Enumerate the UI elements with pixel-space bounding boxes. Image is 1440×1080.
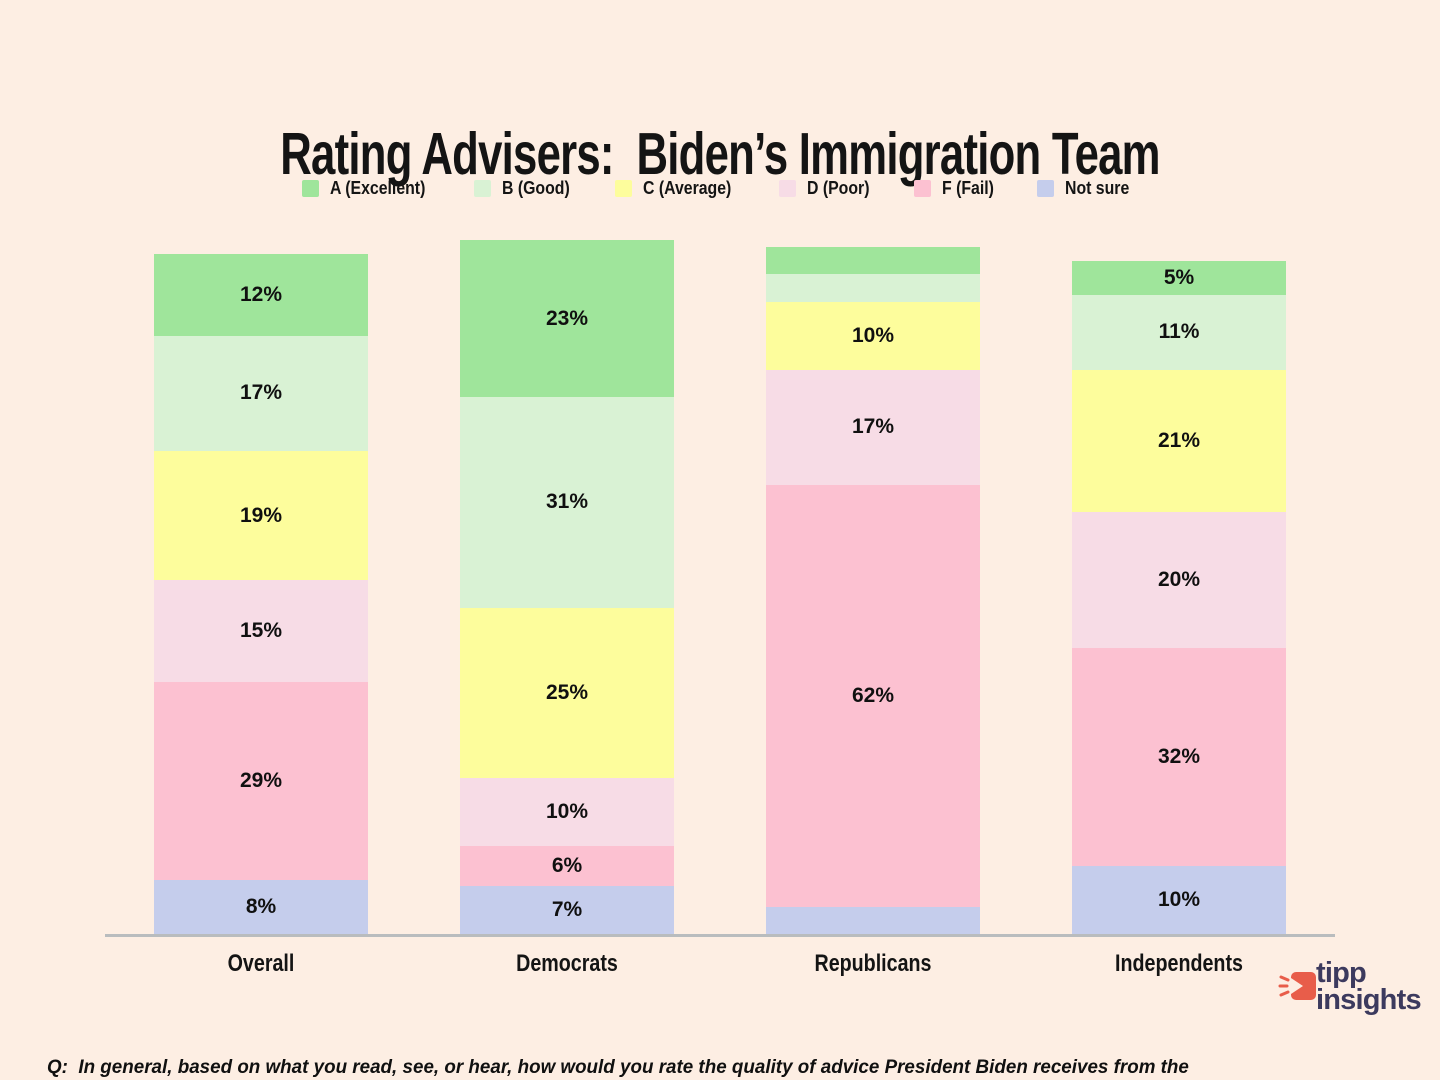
segment-not-sure-democrats: 7%	[460, 886, 674, 934]
segment-f-fail-independents: 32%	[1072, 648, 1286, 866]
segment-value-label: 23%	[545, 306, 589, 330]
segment-value-label: 6%	[551, 853, 583, 877]
footnote: Q: In general, based on what you read, s…	[47, 994, 1224, 1080]
segment-value-label: 17%	[851, 415, 895, 439]
bar-republicans: 10% 17% 62%	[766, 247, 980, 934]
segment-d-poor-independents: 20%	[1072, 512, 1286, 649]
bar-democrats: 23% 31% 25% 10% 6% 7%	[460, 240, 674, 934]
segment-d-poor-democrats: 10%	[460, 777, 674, 846]
segment-b-good-overall: 17%	[154, 335, 368, 452]
segment-not-sure-republicans	[766, 906, 980, 934]
legend-item-a-excellent: A (Excellent)	[301, 178, 438, 199]
segment-value-label: 21%	[1157, 428, 1201, 452]
logo-word-insights: insights	[1316, 983, 1422, 1016]
segment-a-excellent-republicans	[766, 247, 980, 275]
category-label-democrats: Democrats	[516, 950, 618, 977]
segment-b-good-republicans	[766, 274, 980, 302]
segment-value-label: 32%	[1157, 745, 1201, 769]
legend-label-not-sure: Not sure	[1065, 178, 1130, 198]
segment-value-label: 15%	[239, 619, 283, 643]
segment-value-label: 8%	[245, 894, 277, 918]
category-label-republicans: Republicans	[814, 950, 932, 977]
legend-swatch-not-sure	[1037, 180, 1055, 197]
legend-item-d-poor: D (Poor)	[779, 178, 878, 199]
segment-c-average-republicans: 10%	[766, 301, 980, 370]
segment-value-label: 17%	[239, 381, 283, 405]
legend-label-c-average: C (Average)	[642, 178, 732, 198]
tipp-flag-icon	[1278, 966, 1316, 1006]
segment-a-excellent-democrats: 23%	[460, 240, 674, 397]
segment-f-fail-overall: 29%	[154, 682, 368, 880]
legend-label-b-good: B (Good)	[502, 178, 570, 198]
x-axis-line	[105, 934, 1335, 937]
legend-item-b-good: B (Good)	[474, 178, 579, 199]
segment-value-label: 12%	[239, 282, 283, 306]
segment-b-good-independents: 11%	[1072, 294, 1286, 370]
segment-a-excellent-overall: 12%	[154, 254, 368, 336]
segment-value-label: 10%	[851, 323, 895, 347]
logo-word-tipp: tipp	[1316, 957, 1367, 989]
segment-value-label: 10%	[1157, 887, 1201, 911]
bar-independents: 5% 11% 21% 20% 32% 10%	[1072, 260, 1286, 934]
segment-value-label: 31%	[545, 490, 589, 514]
tipp-insights-logo: tipp insights	[1278, 957, 1422, 1016]
legend-label-d-poor: D (Poor)	[807, 178, 870, 198]
segment-c-average-democrats: 25%	[460, 607, 674, 778]
segment-value-label: 11%	[1158, 320, 1200, 344]
page-title: Rating Advisers: Biden’s Immigration Tea…	[280, 120, 1160, 187]
segment-d-poor-republicans: 17%	[766, 369, 980, 486]
segment-d-poor-overall: 15%	[154, 580, 368, 683]
legend-swatch-c-average	[614, 180, 632, 197]
segment-not-sure-independents: 10%	[1072, 865, 1286, 934]
segment-a-excellent-independents: 5%	[1072, 260, 1286, 295]
bar-overall: 12% 17% 19% 15% 29% 8%	[154, 254, 368, 934]
segment-b-good-democrats: 31%	[460, 396, 674, 608]
legend-label-a-excellent: A (Excellent)	[329, 178, 425, 198]
legend-item-f-fail: F (Fail)	[914, 178, 1001, 199]
segment-value-label: 20%	[1157, 568, 1201, 592]
legend-item-not-sure: Not sure	[1037, 178, 1138, 199]
segment-value-label: 25%	[545, 680, 589, 704]
segment-c-average-overall: 19%	[154, 451, 368, 581]
segment-value-label: 62%	[851, 683, 895, 707]
legend-swatch-b-good	[474, 180, 491, 197]
segment-value-label: 7%	[551, 898, 583, 922]
segment-value-label: 10%	[545, 799, 589, 823]
category-label-independents: Independents	[1115, 950, 1243, 977]
segment-value-label: 29%	[239, 768, 283, 792]
segment-c-average-independents: 21%	[1072, 369, 1286, 513]
segment-f-fail-democrats: 6%	[460, 845, 674, 887]
segment-value-label: 19%	[239, 503, 283, 527]
legend-swatch-d-poor	[779, 180, 797, 197]
segment-f-fail-republicans: 62%	[766, 485, 980, 907]
segment-value-label: 5%	[1163, 265, 1195, 289]
legend-swatch-a-excellent	[301, 180, 319, 197]
legend-item-c-average: C (Average)	[614, 178, 743, 199]
legend-label-f-fail: F (Fail)	[942, 178, 995, 198]
segment-not-sure-overall: 8%	[154, 879, 368, 934]
legend-swatch-f-fail	[914, 180, 932, 197]
category-label-overall: Overall	[227, 950, 295, 977]
chart-legend: A (Excellent) B (Good) C (Average) D (Poor)…	[0, 178, 1440, 199]
footnote-line-1: Q: In general, based on what you read, s…	[47, 1055, 1189, 1078]
